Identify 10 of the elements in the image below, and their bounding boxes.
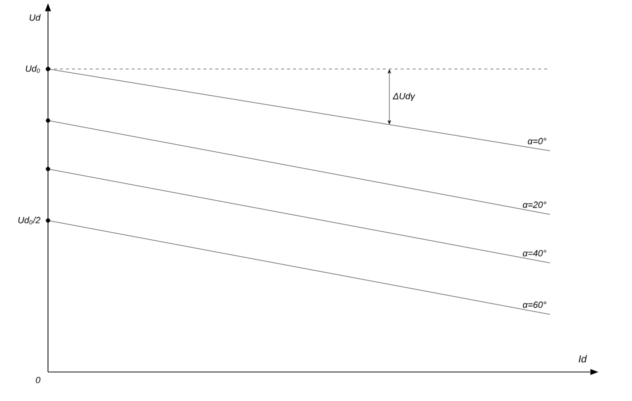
- x-axis-title: Id: [578, 355, 587, 362]
- series-label: α=20°: [522, 202, 546, 208]
- series-label: α=60°: [522, 302, 546, 308]
- text: 0: [36, 376, 40, 384]
- annotation: ΔUdγ: [392, 92, 416, 102]
- annotation: Ud$_{0}$/2: [18, 216, 40, 224]
- text: Ud: [30, 14, 41, 21]
- series-label: α=40°: [522, 250, 546, 256]
- annotation: Ud$_{0}$: [26, 65, 40, 73]
- series-label: α=0°: [528, 138, 546, 144]
